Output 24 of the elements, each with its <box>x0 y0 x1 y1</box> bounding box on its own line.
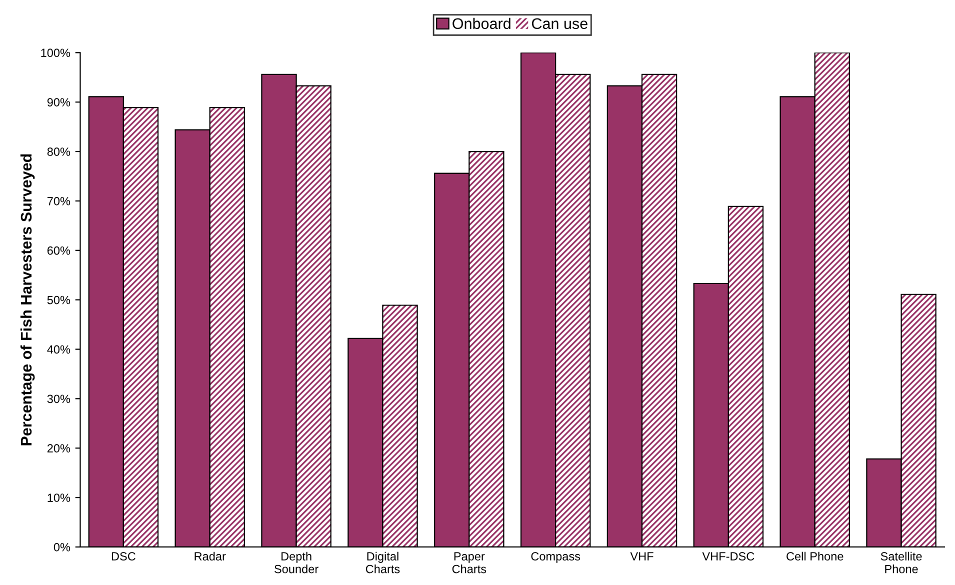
y-tick-label: 40% <box>47 345 70 354</box>
x-tick-label: Radar <box>194 552 226 561</box>
y-tick-label: 0% <box>54 543 70 552</box>
x-tick-label: VHF <box>630 552 654 560</box>
y-tick-label: 100% <box>41 48 70 58</box>
legend-label: Onboard <box>452 18 510 30</box>
y-tick-label: 60% <box>47 246 70 255</box>
y-tick-label: 50% <box>47 296 70 304</box>
y-tick-label: 90% <box>47 98 70 106</box>
y-tick-label: 80% <box>47 148 70 156</box>
x-tick-label: Paper Charts <box>452 552 486 574</box>
x-tick-label: Compass <box>531 552 580 563</box>
y-tick-label: 70% <box>47 196 70 206</box>
x-tick-label: Satellite Phone <box>880 552 922 574</box>
x-tick-label: Depth Sounder <box>274 552 318 574</box>
x-tick-label: Cell Phone <box>786 552 844 561</box>
y-axis-title: Percentage of Fish Harvesters Surveyed <box>20 154 35 446</box>
x-tick-label: Digital Charts <box>366 552 400 574</box>
x-tick-label: DSC <box>112 552 136 561</box>
y-tick-label: 10% <box>48 494 70 502</box>
x-tick-label: VHF-DSC <box>702 552 754 561</box>
y-tick-label: 30% <box>47 394 70 404</box>
legend-label: Can use <box>532 18 588 30</box>
y-tick-label: 20% <box>47 444 70 453</box>
